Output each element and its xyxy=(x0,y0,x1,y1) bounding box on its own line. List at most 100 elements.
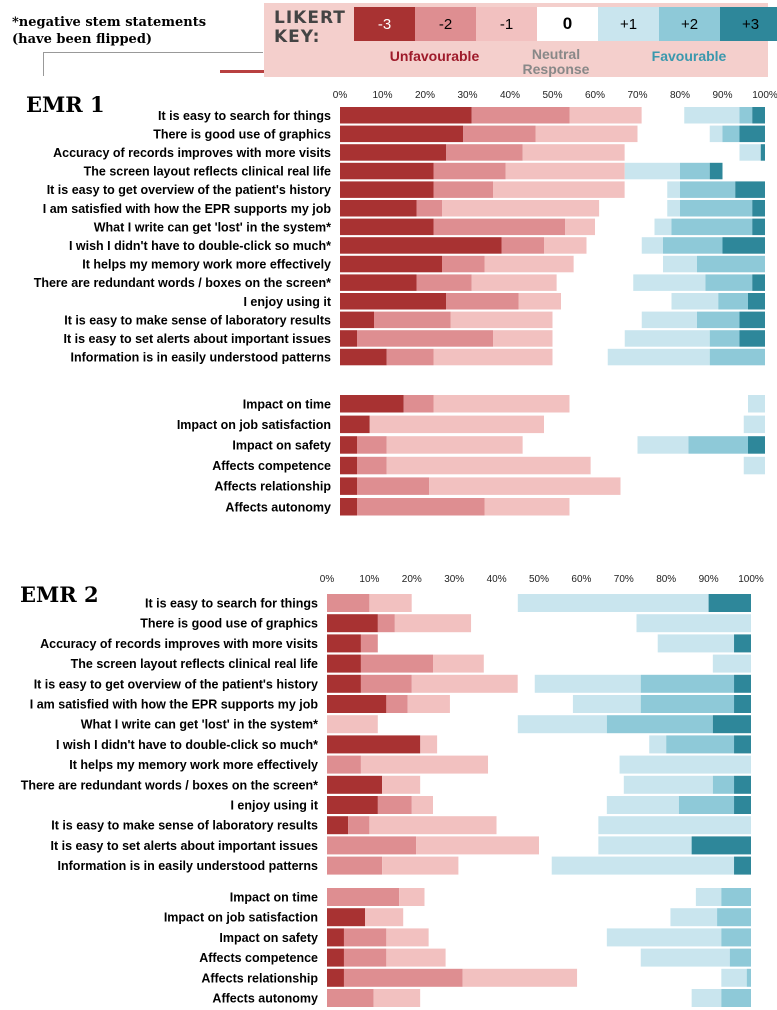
bar-segment--2 xyxy=(416,274,472,291)
bar-segment-+1 xyxy=(598,836,692,855)
category-label: I enjoy using it xyxy=(230,799,318,813)
bar-segment--2 xyxy=(343,948,387,967)
bar-segment-+2 xyxy=(721,989,751,1007)
x-tick-label: 0% xyxy=(333,90,348,101)
neutral-label-line-1: Neutral xyxy=(531,46,581,62)
bar-segment--1 xyxy=(569,107,642,124)
bar-segment--1 xyxy=(399,888,425,906)
category-label: Impact on job satisfaction xyxy=(177,418,331,432)
bar-segment--3 xyxy=(340,125,464,143)
bar-segment-+3 xyxy=(735,181,765,198)
bar-segment--2 xyxy=(433,162,506,180)
chart-1: 0% 10% 20% 30% 40% 50% 60% 70% 80% 90% 100% It is e… xyxy=(21,574,764,1007)
bar-segment--2 xyxy=(327,836,417,855)
category-label: There is good use of graphics xyxy=(153,127,331,141)
bar-segment-+3 xyxy=(734,634,751,653)
bar-segment-0 xyxy=(599,200,668,217)
bar-segment-+1 xyxy=(633,274,706,291)
x-tick-label: 80% xyxy=(656,574,676,585)
bar-segment--2 xyxy=(377,614,395,633)
category-label: I wish I didn't have to double-click so … xyxy=(56,738,318,752)
bar-segment--2 xyxy=(357,498,485,516)
likert-key-level-0: -3 xyxy=(354,7,415,41)
likert-key-level-6: +3 xyxy=(720,7,777,41)
bar-segment--1 xyxy=(484,498,570,516)
bar-segment-0 xyxy=(641,107,685,124)
key-accent-dash xyxy=(220,70,264,73)
bar-segment-+2 xyxy=(688,436,748,454)
bar-segment-+3 xyxy=(752,218,765,236)
bar-segment--3 xyxy=(340,237,502,254)
bar-segment--1 xyxy=(522,144,625,161)
bar-segment-+1 xyxy=(663,255,697,273)
bar-segment--1 xyxy=(493,181,625,198)
category-label: It is easy to make sense of laboratory r… xyxy=(51,819,318,833)
bar-segment-+1 xyxy=(640,948,730,967)
x-tick-label: 60% xyxy=(571,574,591,585)
likert-key-title-line-2: KEY: xyxy=(274,27,321,47)
bar-segment-0 xyxy=(445,948,641,967)
emr-2-title: EMR 2 xyxy=(20,582,99,607)
x-tick-label: 90% xyxy=(699,574,719,585)
bar-segment--2 xyxy=(433,218,566,236)
category-label: What I write can get 'lost' in the syste… xyxy=(94,220,331,234)
bar-segment-+1 xyxy=(641,237,663,254)
bar-segment--3 xyxy=(340,255,442,273)
bar-segment-+1 xyxy=(670,908,718,927)
emr-1-title: EMR 1 xyxy=(26,92,105,117)
bar-segment--1 xyxy=(450,311,553,329)
bar-segment--1 xyxy=(433,395,570,413)
category-label: There is good use of graphics xyxy=(140,617,318,631)
bar-segment--3 xyxy=(340,218,434,236)
bar-segment-0 xyxy=(556,274,634,291)
x-tick-label: 100% xyxy=(738,574,764,585)
bar-segment-+1 xyxy=(695,888,722,906)
bar-segment--1 xyxy=(411,796,433,814)
x-tick-label: 80% xyxy=(670,90,690,101)
bar-segment--2 xyxy=(327,755,361,774)
likert-key: LIKERT KEY: Unfavourable Neutral Respons… xyxy=(264,3,777,77)
category-label: Affects autonomy xyxy=(212,992,318,1006)
category-label: Accuracy of records improves with more v… xyxy=(40,637,318,651)
category-label: It is easy to set alerts about important… xyxy=(51,839,318,853)
bar-segment-+2 xyxy=(746,968,751,987)
bar-segment-+1 xyxy=(619,755,751,774)
category-label: Impact on time xyxy=(230,891,318,905)
likert-key-title: LIKERT KEY: xyxy=(274,9,346,47)
bar-segment-+1 xyxy=(517,594,709,612)
bar-segment--3 xyxy=(340,311,374,329)
bar-segment-+3 xyxy=(748,293,765,310)
bar-segment-0 xyxy=(424,888,696,906)
bar-segment--1 xyxy=(462,968,578,987)
bar-segment-+1 xyxy=(739,144,761,161)
x-tick-label: 10% xyxy=(372,90,392,101)
likert-key-level-2: -1 xyxy=(476,7,537,41)
bar-segment-+2 xyxy=(721,888,751,906)
bar-segment-+3 xyxy=(752,107,765,124)
likert-key-level-4: +1 xyxy=(598,7,659,41)
bar-segment-0 xyxy=(577,968,722,987)
bar-segment--2 xyxy=(327,989,374,1007)
bar-segment--1 xyxy=(407,695,450,713)
category-label: Affects competence xyxy=(212,459,331,473)
category-label: Affects autonomy xyxy=(225,500,331,514)
bar-segment-+2 xyxy=(697,311,740,329)
unfavourable-label: Unfavourable xyxy=(389,48,480,64)
bar-segment-+2 xyxy=(666,735,735,754)
bar-segment--1 xyxy=(373,989,421,1007)
bar-segment--3 xyxy=(327,908,366,927)
bar-segment-+2 xyxy=(709,348,765,366)
bar-segment-+3 xyxy=(691,836,751,855)
bar-segment--3 xyxy=(327,948,344,967)
bar-segment--3 xyxy=(340,200,417,217)
bar-segment-+3 xyxy=(734,695,751,713)
bar-segment--1 xyxy=(327,715,378,734)
category-label: Affects competence xyxy=(199,951,318,965)
bar-segment--2 xyxy=(403,395,434,413)
bar-segment-+3 xyxy=(722,237,765,254)
bar-segment-0 xyxy=(403,908,671,927)
x-tick-label: 30% xyxy=(444,574,464,585)
bar-segment-+1 xyxy=(743,456,765,475)
bar-segment-0 xyxy=(411,594,518,612)
bar-segment--1 xyxy=(518,293,561,310)
